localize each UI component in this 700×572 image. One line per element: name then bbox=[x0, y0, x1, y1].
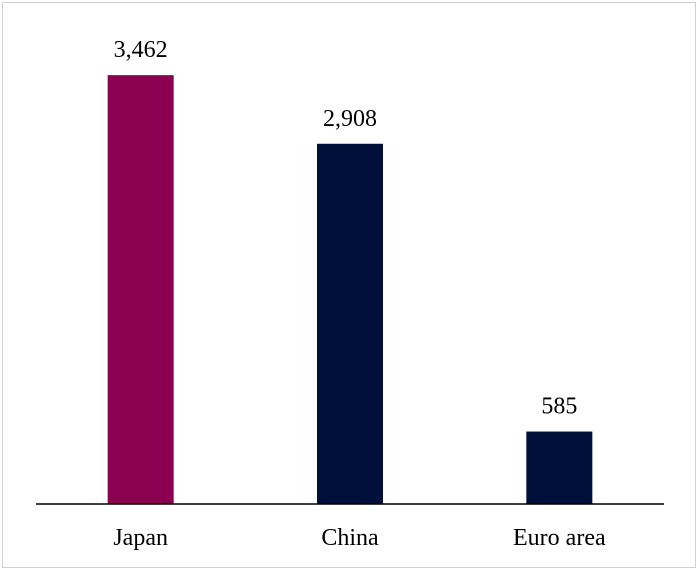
bar-japan bbox=[107, 75, 174, 504]
bars-group bbox=[107, 75, 593, 505]
category-label-china: China bbox=[321, 525, 379, 551]
value-label-china: 2,908 bbox=[323, 106, 377, 132]
bar-euro-area bbox=[526, 431, 593, 504]
category-label-japan: Japan bbox=[113, 525, 168, 551]
value-label-euro-area: 585 bbox=[541, 394, 577, 420]
value-label-japan: 3,462 bbox=[114, 37, 168, 63]
bar-china bbox=[317, 143, 383, 505]
category-labels-group: Japan China Euro area bbox=[113, 525, 606, 551]
category-label-euro-area: Euro area bbox=[513, 525, 606, 551]
value-labels-group: 3,462 2,908 585 bbox=[114, 37, 578, 419]
